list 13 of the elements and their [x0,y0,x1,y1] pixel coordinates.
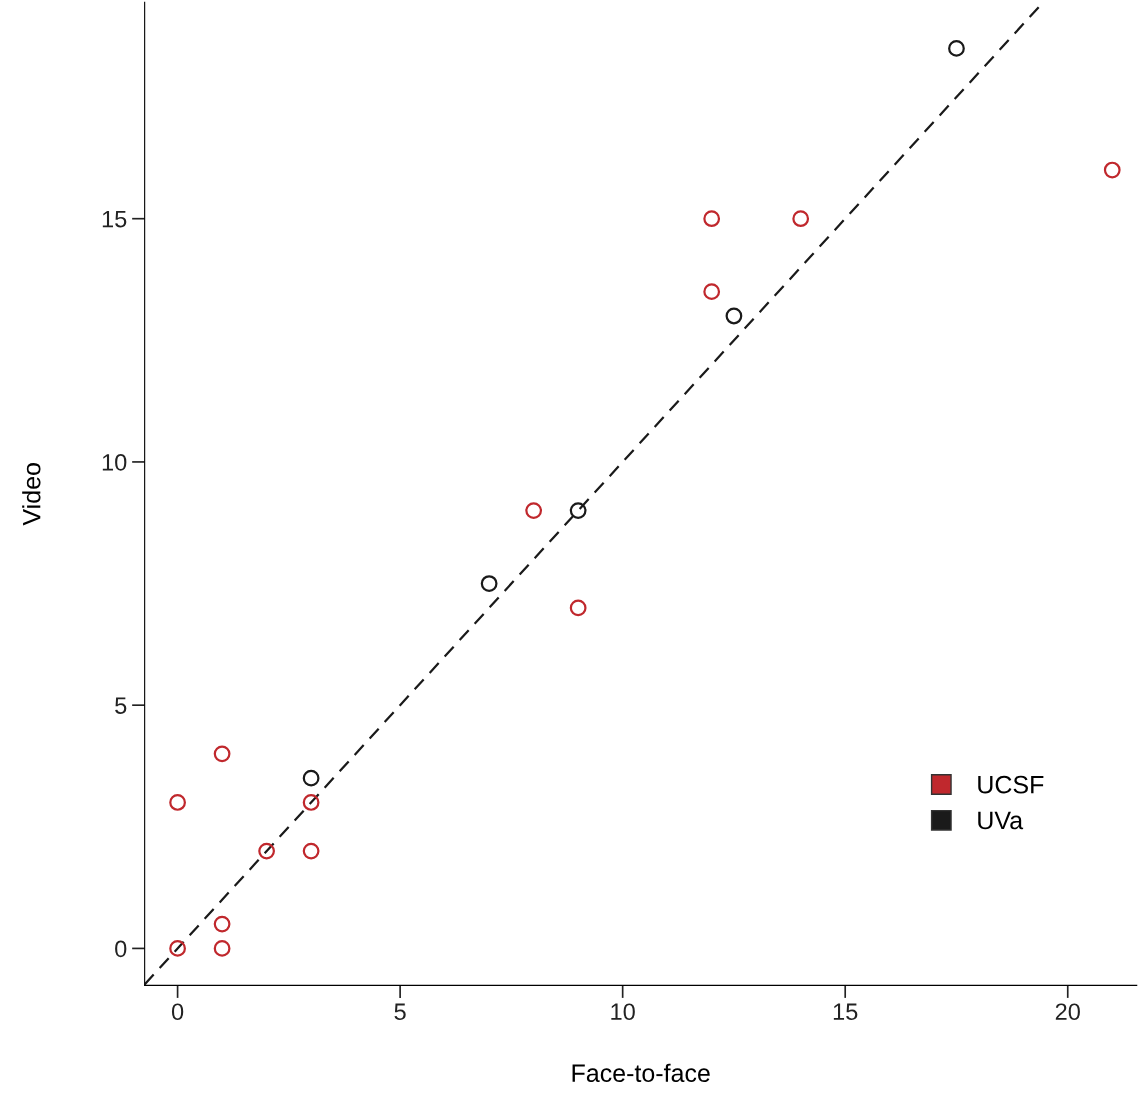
x-axis-title: Face-to-face [572,1063,710,1083]
y-tick-label: 5 [115,697,127,714]
y-tick-label: 0 [115,940,127,958]
legend-label: UVa [978,811,1024,830]
x-tick-label: 10 [611,1003,635,1021]
x-tick-label: 15 [833,1003,858,1021]
x-tick-label: 5 [394,1003,406,1021]
y-tick-label: 15 [102,211,127,228]
legend-label: UCSF [978,775,1044,794]
y-axis-title: Video [22,463,41,526]
y-tick-label: 10 [102,454,127,471]
x-tick-label: 20 [1055,1003,1080,1021]
x-tick-label: 0 [171,1003,184,1021]
